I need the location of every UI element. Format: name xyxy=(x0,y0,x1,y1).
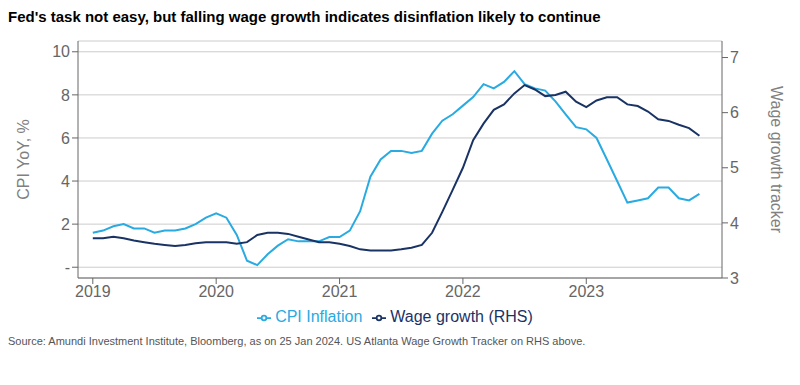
svg-text:7: 7 xyxy=(730,49,739,66)
svg-text:8: 8 xyxy=(61,87,70,104)
svg-text:6: 6 xyxy=(61,130,70,147)
html-text:Fed's task not easy, but falli: Fed's task not easy, but falling wage gr… xyxy=(8,8,601,25)
html-text:CPI Inflation: CPI Inflation xyxy=(275,308,363,325)
html-text:Source: Amundi Investment Inst: Source: Amundi Investment Institute, Blo… xyxy=(8,335,586,347)
svg-text:Wage growth tracker: Wage growth tracker xyxy=(768,86,785,234)
svg-text:CPI YoY, %: CPI YoY, % xyxy=(15,119,32,200)
svg-text:-: - xyxy=(65,259,70,276)
svg-text:6: 6 xyxy=(730,104,739,121)
svg-text:3: 3 xyxy=(730,270,739,287)
svg-text:5: 5 xyxy=(730,159,739,176)
svg-text:2: 2 xyxy=(61,216,70,233)
svg-text:2022: 2022 xyxy=(445,283,481,300)
svg-text:10: 10 xyxy=(52,43,70,60)
svg-text:4: 4 xyxy=(61,173,70,190)
svg-text:2021: 2021 xyxy=(322,283,358,300)
svg-text:2019: 2019 xyxy=(75,283,111,300)
svg-text:2020: 2020 xyxy=(198,283,234,300)
svg-text:4: 4 xyxy=(730,215,739,232)
html-text:Wage growth (RHS): Wage growth (RHS) xyxy=(390,308,533,325)
svg-text:2023: 2023 xyxy=(568,283,604,300)
